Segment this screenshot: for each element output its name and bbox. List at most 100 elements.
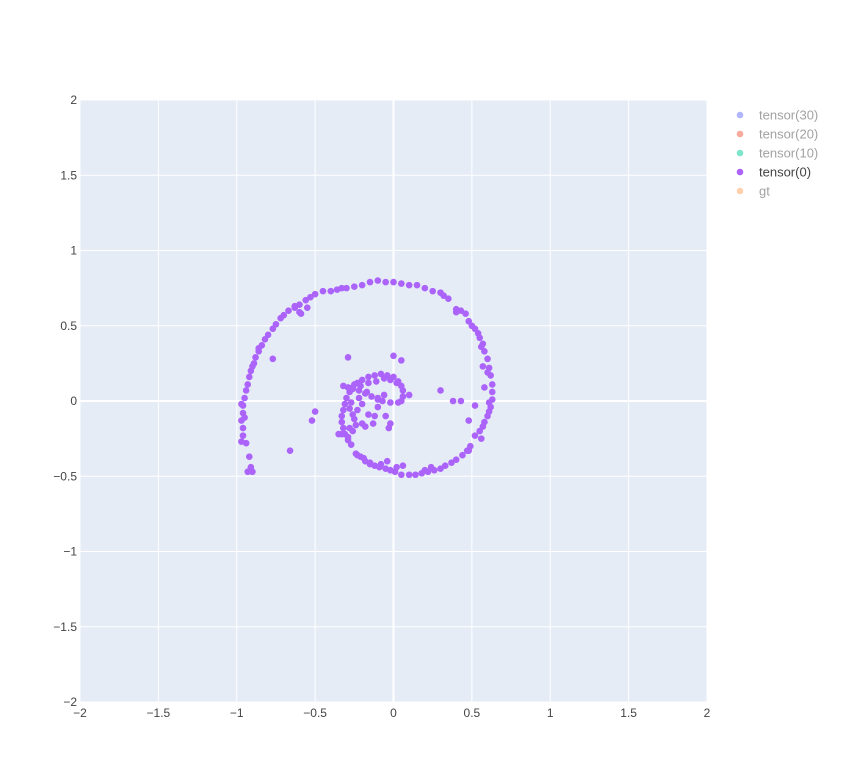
legend-label: tensor(20) [759,127,818,142]
data-point [365,379,372,387]
data-point [302,296,310,304]
data-point [484,369,491,376]
data-point [338,412,346,420]
y-tick-label: 2 [70,93,77,107]
data-point [239,432,247,439]
data-point [477,343,485,351]
data-point [327,287,335,295]
data-point [269,325,277,333]
data-point [405,471,413,479]
data-point [372,378,380,385]
data-point [369,420,377,427]
data-point [252,354,259,361]
legend-item[interactable]: tensor(20) [736,127,819,142]
data-point [245,453,253,460]
data-point [371,412,378,420]
data-point [465,447,473,454]
data-point [269,355,277,363]
data-point [303,304,311,311]
data-point [437,387,444,394]
data-point [346,424,353,432]
x-axis-ticks: −2 −1.5 −1 −0.5 0 0.5 1 1.5 2 [73,706,711,720]
data-point [484,355,491,363]
data-point [242,387,250,394]
data-point [365,411,372,418]
data-point [374,277,382,284]
data-point [382,278,389,286]
legend-marker [736,187,744,195]
data-points [238,277,496,479]
data-point [399,387,407,394]
data-point [343,284,350,292]
legend-item[interactable]: tensor(30) [736,108,819,123]
data-point [244,381,252,388]
data-point [241,414,248,421]
data-point [358,400,366,408]
data-point [351,381,358,388]
data-point [354,451,361,459]
data-point [393,379,400,387]
data-point [452,308,460,316]
data-point [277,314,284,322]
data-point [405,281,413,289]
data-point [484,412,491,420]
data-point [441,462,449,470]
data-point [366,459,374,467]
data-point [387,399,394,406]
data-point [405,391,413,399]
data-point [343,394,350,402]
data-point [449,397,457,405]
legend-item[interactable]: tensor(10) [736,146,819,161]
legend-item[interactable]: gt [736,184,771,199]
legend-marker [736,111,744,119]
data-point [394,399,402,406]
data-point [382,412,389,420]
data-point [358,376,366,384]
data-point [241,394,248,402]
legend-item[interactable]: tensor(0) [736,165,811,180]
legend-marker [736,149,744,157]
data-point [245,373,253,381]
data-point [374,394,382,402]
x-tick-label: 2 [704,706,711,720]
data-point [476,334,484,342]
data-point [333,286,341,293]
data-point [448,459,455,467]
data-point [344,433,352,441]
x-tick-label: 0 [390,706,397,720]
data-point [340,382,347,390]
data-point [427,463,435,471]
data-point [398,280,405,287]
legend: tensor(30) tensor(20) tensor(10) tensor(0) g… [736,108,819,199]
data-point [347,399,355,406]
data-point [311,408,319,415]
data-point [355,394,363,402]
data-point [393,463,400,471]
data-point [357,382,364,390]
data-point [462,310,469,318]
data-point [361,423,369,430]
data-point [365,373,372,381]
x-tick-label: −1 [230,706,244,720]
data-point [249,363,256,370]
y-axis-ticks: −2 −1.5 −1 −0.5 0 0.5 1 1.5 2 [53,93,77,709]
data-point [390,352,397,360]
data-point [358,281,366,289]
data-point [351,415,358,423]
data-point [374,403,382,411]
data-point [377,460,385,468]
data-point [390,278,397,286]
data-point [338,418,346,426]
x-tick-label: −0.5 [303,706,327,720]
data-point [285,307,292,315]
data-point [366,278,374,286]
y-tick-label: −1.5 [53,620,77,634]
y-tick-label: 1.5 [60,168,77,182]
data-point [479,363,487,370]
data-point [412,471,419,479]
data-point [413,281,421,289]
data-point [477,435,485,442]
data-point [335,430,342,438]
data-point [383,457,391,465]
data-point [238,438,245,445]
